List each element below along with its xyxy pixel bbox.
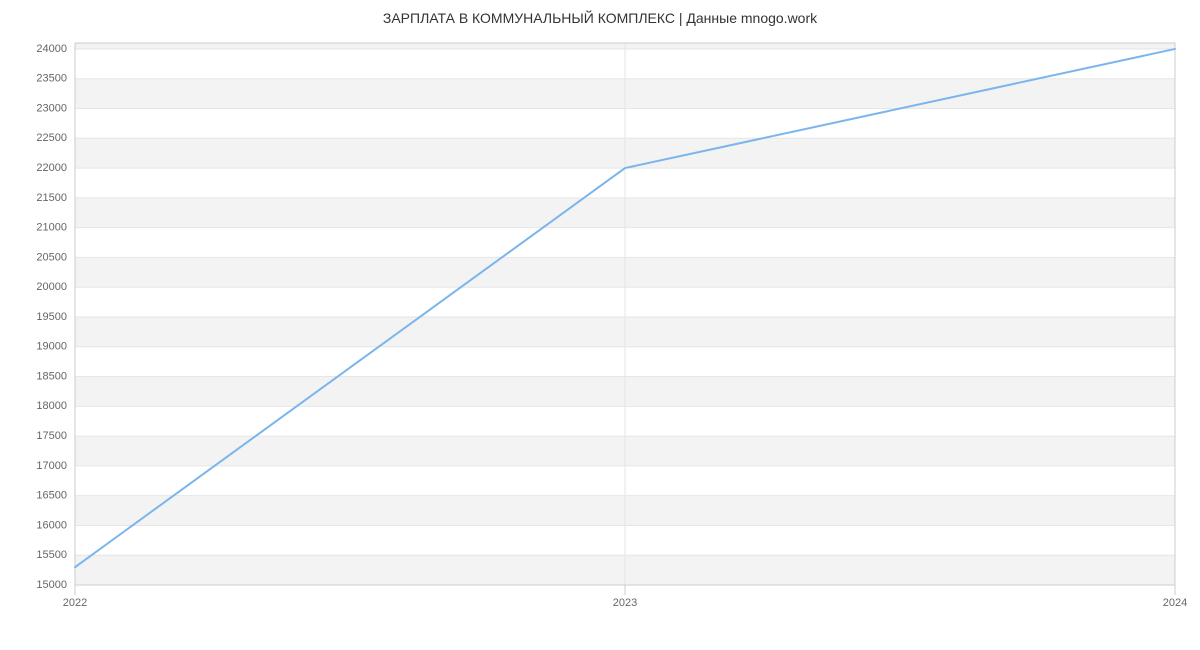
x-tick-label: 2024 xyxy=(1163,597,1187,609)
y-tick-label: 21500 xyxy=(36,192,67,204)
y-tick-label: 24000 xyxy=(36,43,67,55)
y-tick-label: 16500 xyxy=(36,490,67,502)
chart-container: ЗАРПЛАТА В КОММУНАЛЬНЫЙ КОМПЛЕКС | Данны… xyxy=(0,0,1200,650)
x-tick-label: 2022 xyxy=(63,597,87,609)
y-tick-label: 17000 xyxy=(36,460,67,472)
y-tick-label: 18500 xyxy=(36,370,67,382)
y-tick-label: 15000 xyxy=(36,579,67,591)
y-tick-label: 23500 xyxy=(36,73,67,85)
y-tick-label: 21000 xyxy=(36,222,67,234)
chart-svg: 2022 2023 2024 15000 15500 16000 16500 17000 175… xyxy=(0,0,1200,650)
y-tick-label: 18000 xyxy=(36,400,67,412)
x-tick-label: 2023 xyxy=(613,597,637,609)
y-tick-label: 17500 xyxy=(36,430,67,442)
y-tick-label: 22500 xyxy=(36,132,67,144)
y-tick-label: 19500 xyxy=(36,311,67,323)
y-tick-label: 20000 xyxy=(36,281,67,293)
y-tick-label: 20500 xyxy=(36,251,67,263)
y-tick-label: 23000 xyxy=(36,102,67,114)
y-tick-label: 16000 xyxy=(36,519,67,531)
y-tick-label: 22000 xyxy=(36,162,67,174)
y-tick-label: 19000 xyxy=(36,341,67,353)
y-tick-label: 15500 xyxy=(36,549,67,561)
